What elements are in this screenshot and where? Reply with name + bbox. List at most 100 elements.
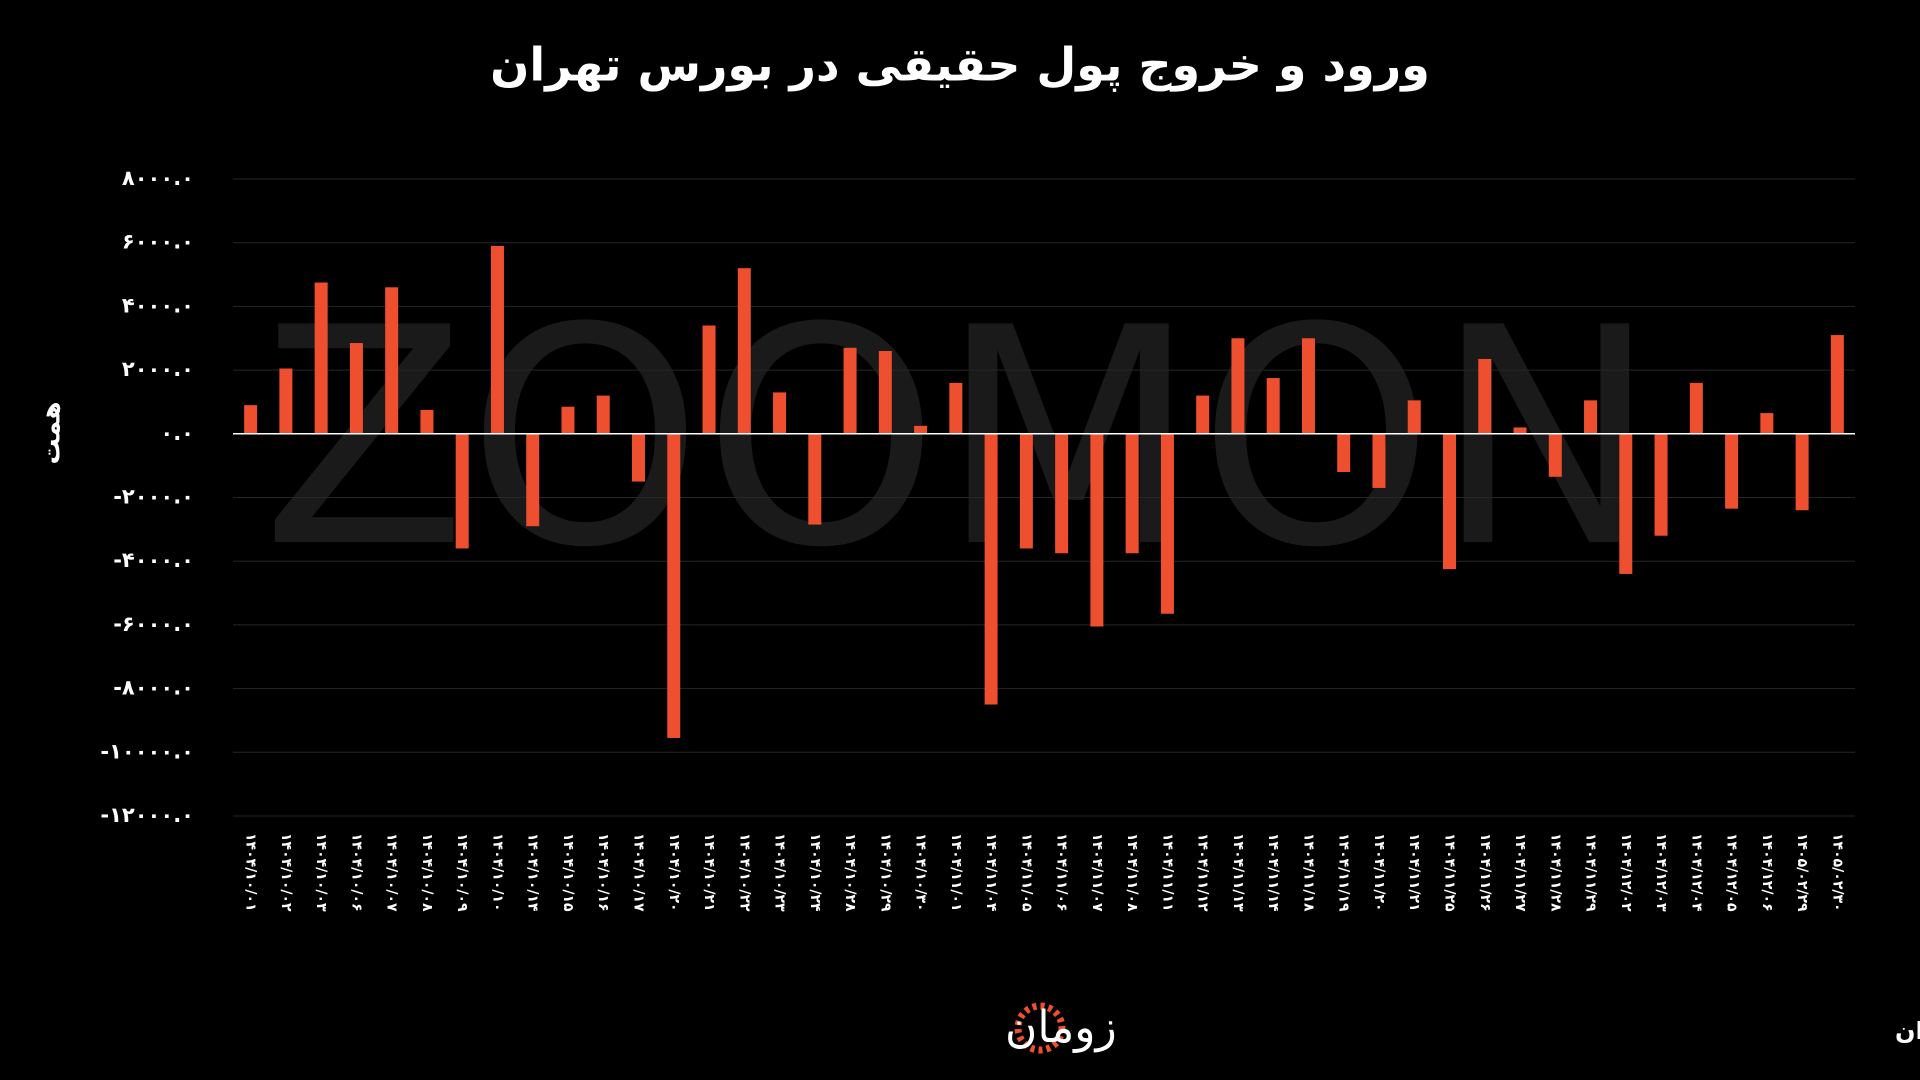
bar	[490, 245, 504, 434]
x-tick-label: ۱۴۰۴/۱۲/۰۳	[1653, 833, 1669, 912]
bar	[244, 405, 258, 434]
bar	[1407, 400, 1421, 434]
bar	[773, 392, 787, 434]
bar	[1125, 433, 1139, 554]
bar	[1584, 400, 1598, 434]
chart-title: ورود و خروج پول حقیقی در بورس تهران	[490, 38, 1430, 93]
x-tick-label: ۱۴۰۴/۱۱/۲۸	[1547, 833, 1563, 912]
x-tick-label: ۱۴۰۴/۱۰/۱۵	[560, 833, 576, 912]
y-tick-label: -۸۰۰۰.۰	[113, 676, 194, 700]
bar	[702, 325, 716, 434]
y-tick-label: ۲۰۰۰.۰	[122, 357, 194, 381]
x-tick-label: ۱۴۰۴/۱۱/۱۹	[1336, 833, 1352, 912]
x-tick-label: ۱۴۰۴/۱۰/۰۶	[348, 833, 364, 912]
bar	[420, 409, 434, 434]
bar	[1301, 338, 1315, 434]
x-tick-label: ۱۴۰۴/۱۱/۲۷	[1512, 833, 1528, 912]
x-tick-label: ۱۴۰۴/۱۱/۲۱	[1406, 833, 1422, 912]
x-tick-label: ۱۴۰۴/۱۲/۰۶	[1759, 833, 1775, 912]
x-tick-label: ۱۴۰۴/۱۱/۱۴	[1265, 833, 1281, 912]
bar	[1160, 433, 1174, 614]
x-tick-label: ۱۴۰۴/۱۰/۳۰	[913, 833, 929, 912]
y-tick-label: ۴۰۰۰.۰	[122, 293, 194, 317]
x-tick-label: ۱۴۰۴/۱۱/۱۸	[1300, 833, 1316, 912]
bar	[632, 433, 645, 482]
x-tick-label: ۱۴۰۴/۱۲/۰۲	[1618, 833, 1634, 912]
x-tick-label: ۱۴۰۴/۱۲/۰۴	[1688, 833, 1704, 912]
x-tick-label: ۱۴۰۴/۱۱/۰۵	[1018, 833, 1034, 912]
x-tick-label: ۱۴۰۴/۱۱/۰۴	[983, 833, 999, 912]
bar	[843, 347, 857, 434]
x-tick-label: ۱۴۰۴/۱۰/۲۰	[666, 833, 682, 912]
bar	[1513, 427, 1527, 434]
bar	[314, 282, 328, 434]
logo-text: زومان	[1005, 1002, 1117, 1053]
bar	[808, 433, 822, 525]
bar	[1337, 433, 1351, 473]
y-tick-label: -۲۰۰۰.۰	[113, 485, 194, 509]
bar	[667, 433, 681, 738]
bar	[455, 433, 469, 549]
y-tick-label: ۸۰۰۰.۰	[122, 166, 194, 190]
bar	[1372, 433, 1386, 488]
x-tick-label: ۱۴۰۴/۱۱/۱۳	[1230, 833, 1246, 912]
logo-icon	[1014, 1002, 1066, 1054]
bar	[349, 343, 363, 434]
bar	[1725, 433, 1739, 509]
x-tick-label: ۱۴۰۴/۱۱/۲۶	[1477, 833, 1493, 912]
x-tick-label: ۱۴۰۵/۰۲/۲۹	[1794, 833, 1810, 912]
bar	[385, 287, 399, 434]
bar	[1266, 378, 1280, 434]
bar	[1654, 433, 1668, 536]
x-tick-label: ۱۴۰۴/۱۱/۰۱	[948, 833, 964, 912]
x-tick-label: ۱۴۰۴/۱۰/۰۹	[454, 833, 470, 912]
x-tick-label: ۱۴۰۴/۱۰/۲۸	[842, 833, 858, 912]
y-tick-label: -۱۲۰۰۰.۰	[100, 803, 194, 827]
bar	[526, 433, 540, 527]
bar	[1055, 433, 1069, 554]
bar	[1619, 433, 1633, 574]
bar	[279, 368, 293, 434]
bar	[1760, 413, 1774, 434]
x-tick-label: ۱۴۰۴/۱۰/۱۷	[631, 833, 647, 912]
bar	[1795, 433, 1809, 511]
x-tick-label: ۱۴۰۴/۱۰/۲۲	[736, 833, 752, 912]
x-tick-label: ۱۴۰۴/۱۰/۲۹	[877, 833, 893, 912]
x-tick-label: ۱۴۰۴/۱۲/۰۵	[1724, 833, 1740, 912]
x-tick-label: ۱۴۰۴/۱۱/۰۸	[1124, 833, 1140, 912]
bar	[949, 382, 963, 434]
bar	[878, 350, 892, 434]
y-tick-label: -۶۰۰۰.۰	[113, 612, 194, 636]
x-tick-label: ۱۴۰۴/۱۱/۲۹	[1583, 833, 1599, 912]
bar	[561, 406, 575, 434]
logo: زومان	[1005, 1002, 1117, 1054]
x-tick-label: ۱۴۰۴/۱۰/۲۴	[807, 833, 823, 912]
source: منبع: بورس تهران	[1895, 1017, 1920, 1045]
x-tick-label: ۱۴۰۴/۱۰/۰۷	[384, 833, 400, 912]
x-tick-label: ۱۴۰۴/۱۰/۱۴	[525, 833, 541, 912]
x-tick-label: ۱۴۰۴/۱۱/۰۶	[1054, 833, 1070, 912]
x-tick-label: ۱۴۰۴/۱۰/۰۸	[419, 833, 435, 912]
bar	[737, 268, 751, 434]
bar	[1478, 358, 1492, 434]
x-tick-label: ۱۴۰۴/۱۱/۱۲	[1195, 833, 1211, 912]
x-tick-label: ۱۴۰۵/۰۲/۳۰	[1829, 833, 1845, 912]
bar	[1231, 338, 1245, 434]
bar	[1830, 335, 1844, 434]
x-tick-label: ۱۴۰۴/۱۱/۱۱	[1159, 833, 1175, 912]
y-tick-label: -۱۰۰۰۰.۰	[100, 739, 194, 763]
x-tick-label: ۱۴۰۴/۱۰/۱۰	[489, 833, 505, 912]
bar	[1689, 382, 1703, 434]
bar	[984, 433, 998, 705]
bar	[1196, 395, 1210, 434]
bar	[1090, 433, 1104, 627]
bar	[1548, 433, 1562, 477]
x-tick-label: ۱۴۰۴/۱۱/۰۷	[1089, 833, 1105, 912]
y-tick-label: ۰.۰	[160, 421, 194, 445]
bar	[914, 425, 928, 434]
x-tick-label: ۱۴۰۴/۱۰/۲۱	[701, 833, 717, 912]
x-tick-label: ۱۴۰۴/۱۱/۲۵	[1442, 833, 1458, 912]
bar	[1019, 433, 1033, 549]
x-tick-label: ۱۴۰۴/۱۰/۰۲	[278, 833, 294, 912]
